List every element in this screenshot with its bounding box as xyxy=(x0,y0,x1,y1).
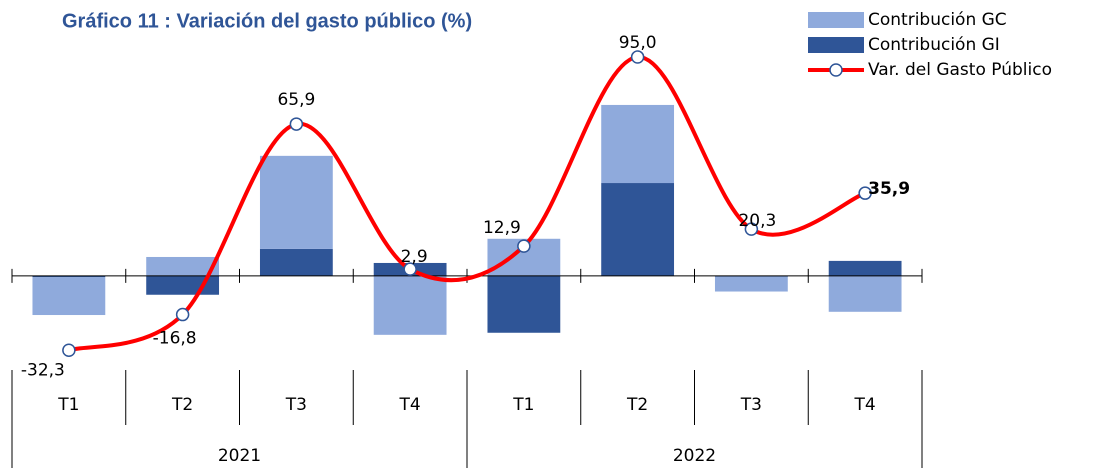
data-label: 95,0 xyxy=(619,33,657,53)
line-marker xyxy=(403,262,417,276)
legend-swatch xyxy=(808,12,864,28)
data-label: 2,9 xyxy=(401,247,428,267)
data-label: -32,3 xyxy=(21,360,65,380)
chart-title: Gráfico 11 : Variación del gasto público… xyxy=(62,10,472,32)
group-label: 2021 xyxy=(218,446,261,466)
x-tick-label: T2 xyxy=(626,395,648,415)
bar xyxy=(373,275,447,335)
legend-swatch xyxy=(829,63,843,77)
data-label: -16,8 xyxy=(153,329,197,349)
legend-label: Contribución GI xyxy=(868,35,1000,55)
line-marker xyxy=(744,222,759,236)
bar xyxy=(828,275,902,312)
bar xyxy=(146,256,220,276)
data-label: 35,9 xyxy=(868,179,910,199)
x-tick-label: T1 xyxy=(512,395,534,415)
x-tick-label: T4 xyxy=(854,395,876,415)
line-marker xyxy=(62,343,76,358)
x-tick-label: T1 xyxy=(57,395,79,415)
line-marker xyxy=(289,117,304,131)
line xyxy=(68,55,866,353)
data-label: 20,3 xyxy=(738,211,776,231)
bar xyxy=(32,277,106,316)
x-tick-label: T4 xyxy=(399,395,421,415)
bar xyxy=(601,104,675,184)
bar xyxy=(259,155,333,249)
x-tick-label: T3 xyxy=(740,395,762,415)
line-marker xyxy=(630,50,645,64)
bar xyxy=(32,275,106,278)
line-marker xyxy=(175,307,190,322)
line-marker xyxy=(858,186,872,200)
legend-swatch xyxy=(808,37,864,53)
line-marker xyxy=(517,239,531,253)
x-tick-label: T2 xyxy=(171,395,193,415)
bar xyxy=(487,275,561,333)
group-label: 2022 xyxy=(673,446,716,466)
bar xyxy=(259,248,333,276)
bar xyxy=(714,276,788,292)
data-label: 12,9 xyxy=(483,218,521,238)
legend-label: Var. del Gasto Público xyxy=(868,60,1052,80)
x-tick-label: T3 xyxy=(285,395,307,415)
data-label: 65,9 xyxy=(277,90,315,110)
bar xyxy=(828,260,902,276)
bar xyxy=(601,183,675,276)
legend-label: Contribución GC xyxy=(868,10,1007,30)
